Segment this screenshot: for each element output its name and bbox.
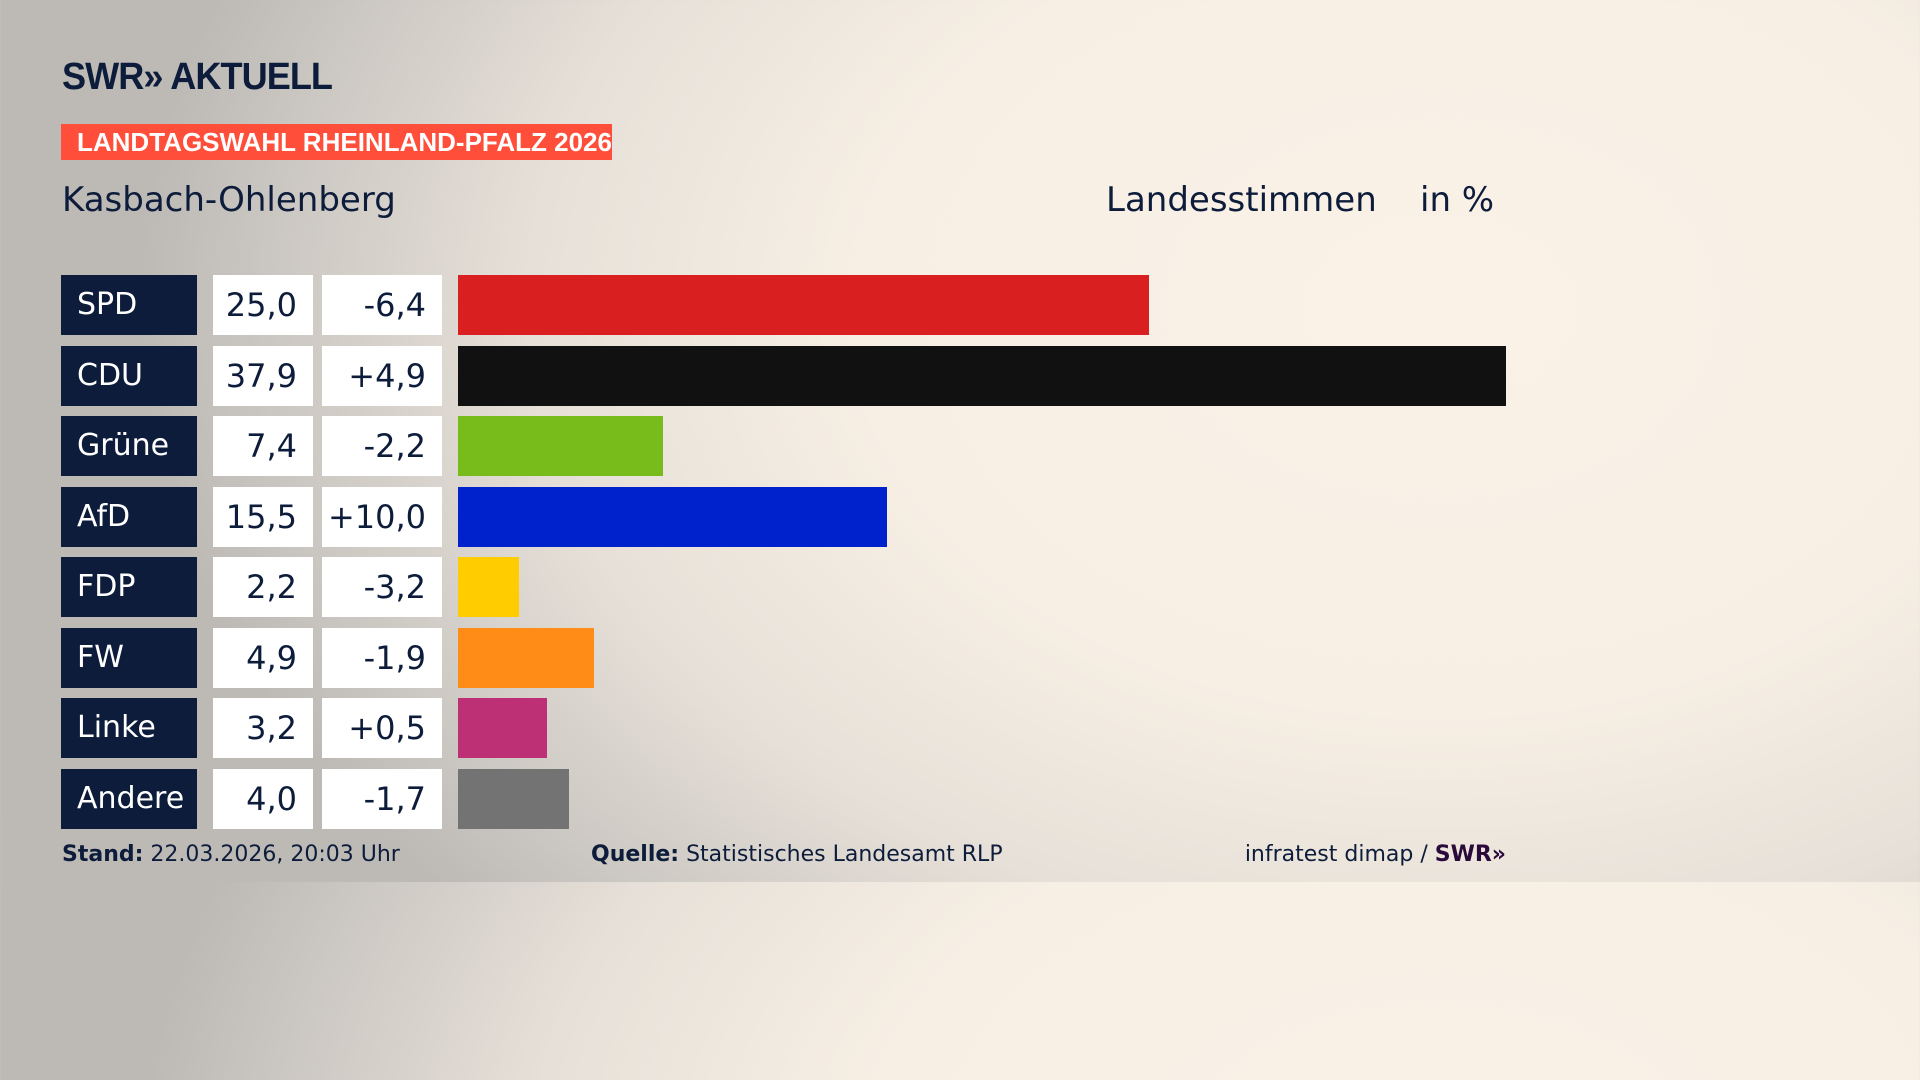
bar-afd: [458, 486, 887, 547]
stand-value: 22.03.2026, 20:03 Uhr: [150, 842, 400, 867]
vote-type-label: Landesstimmen: [1106, 180, 1377, 220]
source-value: Statistisches Landesamt RLP: [686, 842, 1003, 867]
party-label: AfD: [61, 486, 197, 547]
value-label: 4,9: [213, 627, 313, 688]
location-title: Kasbach-Ohlenberg: [62, 180, 396, 220]
source: Quelle: Statistisches Landesamt RLP: [591, 842, 1003, 867]
diff-label: -1,9: [322, 627, 442, 688]
value-label: 2,2: [213, 557, 313, 617]
swr-logo: SWR»: [1434, 842, 1506, 867]
diff-label: -1,7: [322, 768, 442, 829]
credit-text: infratest dimap /: [1244, 842, 1435, 867]
bar-fw: [458, 627, 594, 688]
diff-label: +10,0: [322, 486, 442, 547]
diff-label: -3,2: [322, 557, 442, 617]
source-label: Quelle:: [591, 842, 680, 867]
value-label: 7,4: [213, 416, 313, 476]
bar-fdp: [458, 557, 519, 617]
election-banner: LANDTAGSWAHL RHEINLAND-PFALZ 2026: [61, 124, 612, 160]
value-label: 4,0: [213, 768, 313, 829]
value-label: 3,2: [213, 698, 313, 758]
bar-linke: [458, 698, 547, 758]
diff-label: +0,5: [322, 698, 442, 758]
party-label: Andere: [61, 768, 197, 829]
bar-grüne: [458, 416, 663, 476]
bar-spd: [458, 275, 1150, 335]
party-label: Grüne: [61, 416, 197, 476]
diff-label: +4,9: [322, 345, 442, 406]
party-label: CDU: [61, 345, 197, 406]
value-label: 15,5: [213, 486, 313, 547]
party-label: FDP: [61, 557, 197, 617]
diff-label: -6,4: [322, 275, 442, 335]
credit: infratest dimap / SWR»: [1245, 842, 1506, 867]
value-label: 25,0: [213, 275, 313, 335]
bar-andere: [458, 768, 569, 829]
party-label: Linke: [61, 698, 197, 758]
bar-cdu: [458, 345, 1506, 406]
timestamp: Stand: 22.03.2026, 20:03 Uhr: [62, 842, 400, 867]
stand-label: Stand:: [62, 842, 144, 867]
swr-aktuell-logo: SWR» AKTUELL: [62, 56, 333, 98]
value-label: 37,9: [213, 345, 313, 406]
party-label: FW: [61, 627, 197, 688]
diff-label: -2,2: [322, 416, 442, 476]
party-label: SPD: [61, 275, 197, 335]
unit-label: in %: [1420, 180, 1495, 220]
